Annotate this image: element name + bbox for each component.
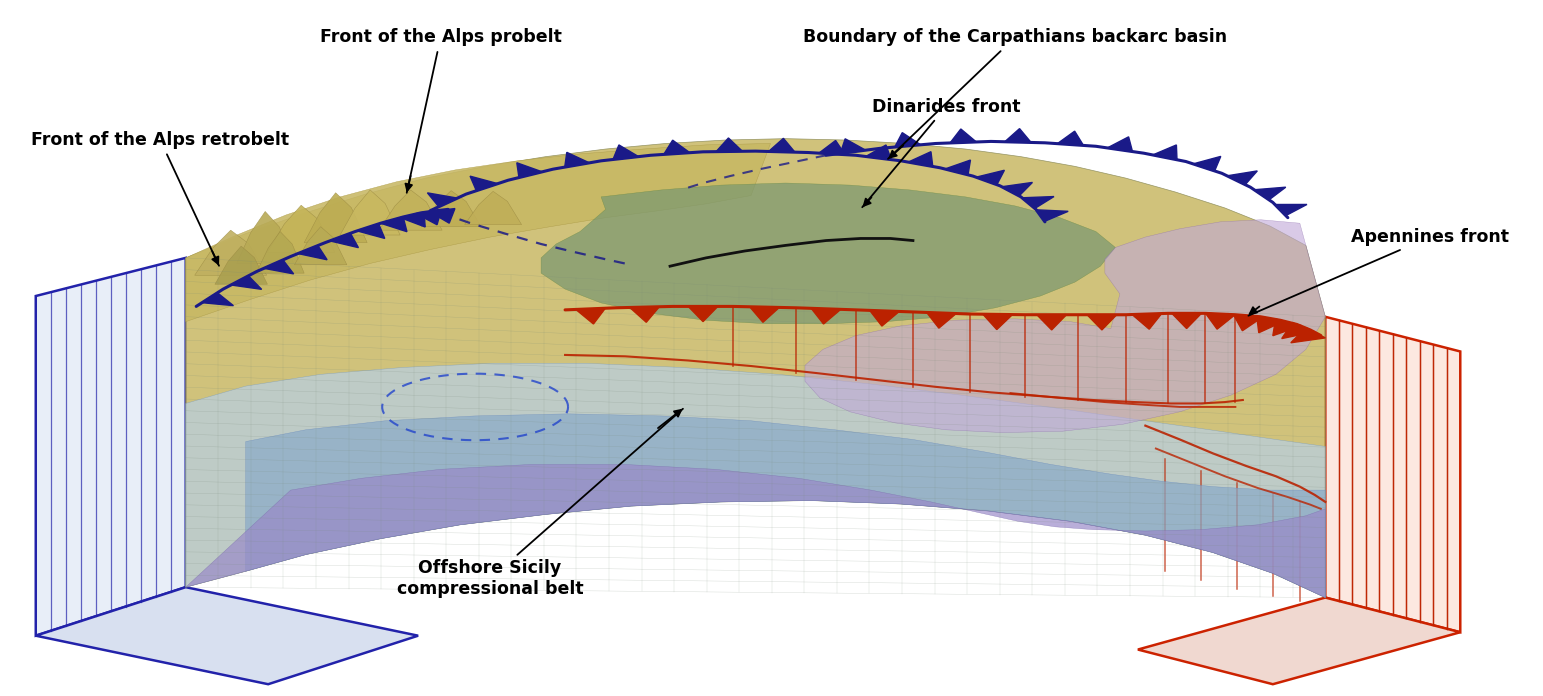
Polygon shape bbox=[1233, 315, 1262, 331]
Polygon shape bbox=[977, 171, 1004, 184]
Polygon shape bbox=[517, 163, 542, 177]
Polygon shape bbox=[185, 139, 1325, 598]
Polygon shape bbox=[214, 246, 267, 284]
Polygon shape bbox=[464, 191, 522, 225]
Polygon shape bbox=[1057, 131, 1083, 145]
Polygon shape bbox=[356, 224, 384, 239]
Polygon shape bbox=[895, 133, 921, 147]
Polygon shape bbox=[304, 193, 367, 243]
Text: Front of the Alps probelt: Front of the Alps probelt bbox=[319, 29, 562, 193]
Polygon shape bbox=[1205, 313, 1234, 329]
Polygon shape bbox=[194, 230, 267, 275]
Polygon shape bbox=[870, 310, 900, 326]
Polygon shape bbox=[909, 152, 934, 166]
Polygon shape bbox=[1133, 313, 1162, 329]
Polygon shape bbox=[1273, 319, 1302, 335]
Polygon shape bbox=[819, 141, 846, 155]
Polygon shape bbox=[202, 293, 233, 306]
Polygon shape bbox=[716, 138, 742, 152]
Polygon shape bbox=[380, 190, 443, 230]
Polygon shape bbox=[950, 129, 977, 143]
Polygon shape bbox=[381, 217, 407, 232]
Polygon shape bbox=[1088, 315, 1117, 330]
Polygon shape bbox=[841, 139, 866, 153]
Polygon shape bbox=[421, 191, 481, 227]
Polygon shape bbox=[1108, 137, 1133, 152]
Polygon shape bbox=[663, 140, 690, 155]
Polygon shape bbox=[330, 233, 358, 248]
Polygon shape bbox=[295, 227, 347, 264]
Polygon shape bbox=[1227, 171, 1258, 184]
Polygon shape bbox=[1171, 313, 1202, 329]
Polygon shape bbox=[1291, 328, 1325, 342]
Polygon shape bbox=[1004, 129, 1031, 143]
Polygon shape bbox=[688, 306, 717, 322]
Polygon shape bbox=[1153, 145, 1177, 160]
Polygon shape bbox=[1037, 315, 1066, 330]
Polygon shape bbox=[1037, 209, 1068, 221]
Polygon shape bbox=[613, 145, 639, 159]
Polygon shape bbox=[429, 209, 455, 223]
Polygon shape bbox=[400, 212, 426, 227]
Polygon shape bbox=[542, 183, 1116, 324]
Polygon shape bbox=[812, 308, 841, 324]
Text: Offshore Sicily
compressional belt: Offshore Sicily compressional belt bbox=[397, 409, 684, 599]
Polygon shape bbox=[1275, 205, 1307, 216]
Polygon shape bbox=[185, 143, 770, 322]
Polygon shape bbox=[1256, 316, 1284, 333]
Polygon shape bbox=[256, 232, 304, 273]
Polygon shape bbox=[245, 414, 1325, 598]
Polygon shape bbox=[236, 212, 293, 263]
Polygon shape bbox=[417, 210, 441, 225]
Polygon shape bbox=[185, 363, 1325, 598]
Polygon shape bbox=[231, 276, 262, 290]
Polygon shape bbox=[264, 260, 293, 274]
Polygon shape bbox=[1282, 323, 1315, 338]
Text: Apennines front: Apennines front bbox=[1248, 228, 1509, 316]
Polygon shape bbox=[1137, 598, 1460, 684]
Polygon shape bbox=[944, 160, 971, 175]
Polygon shape bbox=[576, 308, 605, 324]
Polygon shape bbox=[1021, 196, 1054, 208]
Polygon shape bbox=[927, 313, 957, 328]
Polygon shape bbox=[565, 152, 589, 167]
Text: Front of the Alps retrobelt: Front of the Alps retrobelt bbox=[31, 131, 289, 266]
Text: Boundary of the Carpathians backarc basin: Boundary of the Carpathians backarc basi… bbox=[802, 29, 1227, 159]
Polygon shape bbox=[866, 145, 892, 159]
Polygon shape bbox=[298, 246, 327, 260]
Polygon shape bbox=[185, 464, 1325, 598]
Polygon shape bbox=[1193, 157, 1221, 171]
Polygon shape bbox=[471, 176, 498, 191]
Polygon shape bbox=[427, 193, 457, 207]
Text: Dinarides front: Dinarides front bbox=[863, 97, 1020, 207]
Polygon shape bbox=[805, 220, 1325, 433]
Polygon shape bbox=[267, 205, 335, 253]
Polygon shape bbox=[983, 314, 1012, 330]
Polygon shape bbox=[1254, 187, 1285, 200]
Polygon shape bbox=[768, 139, 795, 152]
Polygon shape bbox=[1001, 182, 1032, 196]
Polygon shape bbox=[35, 587, 418, 684]
Polygon shape bbox=[630, 307, 659, 322]
Polygon shape bbox=[750, 307, 779, 322]
Polygon shape bbox=[339, 190, 400, 235]
Polygon shape bbox=[35, 258, 185, 635]
Polygon shape bbox=[1325, 317, 1460, 632]
